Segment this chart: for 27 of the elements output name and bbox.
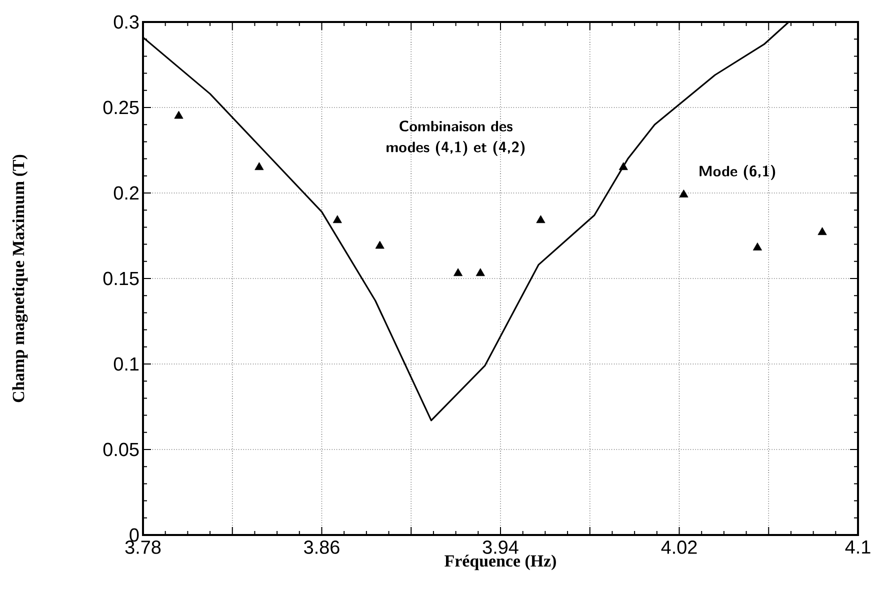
point <box>254 162 264 170</box>
x-tick-label: 3.86 <box>304 540 340 554</box>
annotation: Mode (6,1) <box>700 165 776 180</box>
point <box>332 215 342 224</box>
y-tick-label: 0.3 <box>114 15 139 29</box>
y-tick-label: 0.15 <box>103 272 139 286</box>
point <box>818 227 827 236</box>
y-tick-label: 0 <box>130 528 139 542</box>
x-tick-label: 4.1 <box>845 540 870 554</box>
point <box>174 110 184 119</box>
point <box>752 242 762 250</box>
x-tick-label: 3.78 <box>125 540 161 554</box>
y-tick-label: 0.05 <box>103 442 139 456</box>
point <box>454 268 463 276</box>
y-tick-label: 0.1 <box>114 357 139 371</box>
point <box>536 215 546 224</box>
y-tick-label: 0.25 <box>103 100 139 114</box>
point <box>618 162 628 170</box>
point <box>375 240 384 249</box>
x-axis-title: Fréquence (Hz) <box>444 554 556 570</box>
x-tick-label: 4.02 <box>661 540 697 554</box>
annotation: Combinaison des modes (4,1) et (4,2) <box>386 120 525 156</box>
y-tick-label: 0.2 <box>114 186 139 200</box>
x-tick-label: 3.94 <box>482 540 518 554</box>
point <box>679 190 688 198</box>
y-axis-title: Champ magnetique Maximum (T) <box>12 154 28 402</box>
point <box>476 268 485 276</box>
